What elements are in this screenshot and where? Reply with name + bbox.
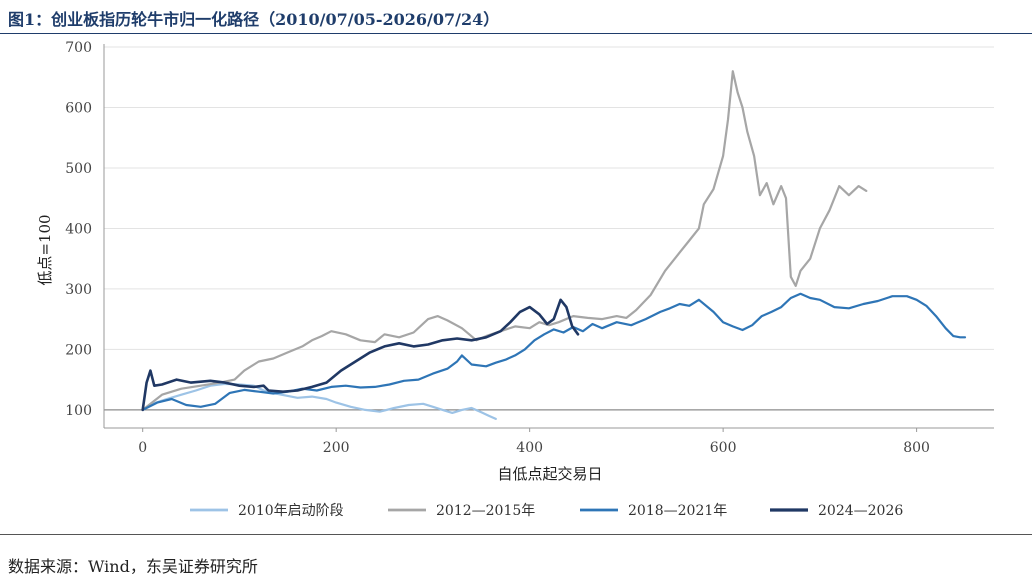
footer-rule <box>0 534 1032 535</box>
legend-label-4: 2024—2026 <box>818 503 903 519</box>
series-line-2 <box>141 70 868 411</box>
grid-lines <box>104 46 994 350</box>
y-tick-label: 700 <box>65 40 92 56</box>
title-rule <box>0 33 1032 34</box>
tick-labels: 100 200 300 400 500 600 700 0 200 400 600 800 <box>65 40 930 456</box>
legend-label-3: 2018—2021年 <box>628 503 727 519</box>
axes <box>103 44 994 432</box>
source-note: 数据来源：Wind，东吴证券研究所 <box>8 557 258 576</box>
legend-label-1: 2010年启动阶段 <box>238 503 344 519</box>
title-bar: 图1：创业板指历轮牛市归一化路径（2010/07/05-2026/07/24） <box>0 0 1032 34</box>
chart-title: 图1：创业板指历轮牛市归一化路径（2010/07/05-2026/07/24） <box>8 10 500 29</box>
y-tick-label: 400 <box>65 221 92 237</box>
legend-label-2: 2012—2015年 <box>436 503 535 519</box>
series-line-3 <box>141 292 967 411</box>
y-tick-label: 500 <box>65 161 92 177</box>
y-tick-label: 200 <box>65 342 92 358</box>
x-tick-label: 800 <box>903 440 930 456</box>
y-tick-label: 300 <box>65 282 92 298</box>
y-axis-title: 低点=100 <box>36 214 54 285</box>
series-line-1 <box>141 382 497 420</box>
legend: 2010年启动阶段 2012—2015年 2018—2021年 2024—2026 <box>190 503 903 519</box>
x-axis-title: 自低点起交易日 <box>497 465 602 483</box>
y-tick-label: 600 <box>65 100 92 116</box>
y-tick-label: 100 <box>65 403 92 419</box>
x-tick-label: 200 <box>323 440 350 456</box>
x-tick-label: 0 <box>138 440 147 456</box>
x-tick-label: 600 <box>710 440 737 456</box>
line-chart: 100 200 300 400 500 600 700 0 200 400 600 800 自低点起交… <box>36 40 994 519</box>
series-line-4 <box>141 298 580 412</box>
x-tick-label: 400 <box>516 440 543 456</box>
series-lines <box>141 70 967 420</box>
